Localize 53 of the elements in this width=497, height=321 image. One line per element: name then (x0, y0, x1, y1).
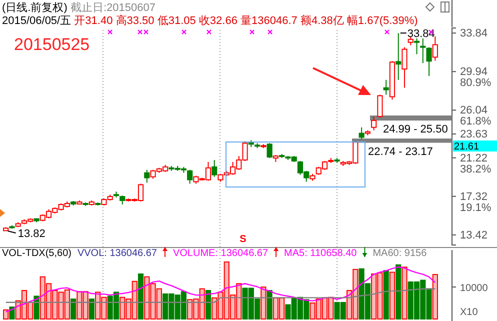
text: 10000 (460, 283, 488, 294)
text: VOLUME: 136046.67 (172, 248, 268, 259)
band-label: 24.99 - 25.50 (383, 124, 448, 136)
annotation: 13.82 (18, 228, 46, 240)
band-label: 22.74 - 23.17 (368, 146, 433, 158)
text: MA60: 9156 (372, 248, 428, 259)
y-tick-label: 26.04 (460, 104, 488, 117)
bar (260, 286, 266, 320)
candlestick (144, 169, 150, 184)
candlestick (187, 169, 193, 184)
candlestick (266, 142, 272, 158)
bar (396, 264, 402, 320)
bar (383, 270, 389, 320)
y2-tick-label: 38.2% (460, 163, 492, 176)
y-tick-label: 17.32 (460, 190, 488, 203)
candlestick (426, 46, 432, 76)
candlestick (383, 79, 389, 96)
y-tick-label: 13.42 (460, 229, 488, 242)
bar (70, 298, 76, 320)
candlestick (432, 36, 438, 62)
chart-title: VOL-TDX(5,60) (2, 248, 72, 259)
bar (389, 272, 396, 320)
annotation: 33.84 (407, 28, 435, 40)
bar (138, 273, 144, 320)
text: X10 (460, 307, 478, 318)
y2-tick-label: 61.8% (460, 116, 492, 128)
candlestick (377, 94, 383, 118)
bar (266, 290, 272, 320)
candlestick (414, 38, 420, 55)
text: 21.61 (454, 142, 480, 152)
candlestick (396, 32, 402, 80)
y-tick-label: 33.84 (460, 28, 488, 40)
bar (88, 298, 94, 320)
y-tick-label: 29.94 (460, 66, 488, 78)
text: MA5: 110658.40 (284, 248, 358, 259)
y2-tick-label: 80.9% (460, 77, 492, 90)
y-tick-label: 23.63 (460, 128, 488, 140)
candlestick (358, 126, 364, 140)
bar (3, 309, 9, 320)
candlestick (420, 38, 426, 64)
bar (432, 274, 438, 320)
annotation: S (240, 234, 247, 245)
y-tick-label: 21.22 (460, 152, 488, 164)
candlestick (212, 159, 218, 178)
bar (205, 290, 212, 320)
text: VVOL: 136046.67 (77, 248, 158, 259)
chart-title: (日线.前复权) 截止日:20150607 (2, 1, 156, 14)
y2-tick-label: 19.1% (460, 202, 492, 214)
chart-subtitle: 2015/06/05/五 开31.40 高33.50 低31.05 收32.66 量136046.7 额4.38亿 幅1.67(5.39%) (2, 14, 418, 27)
annotation: 20150525 (14, 35, 90, 54)
candlestick (371, 116, 377, 131)
candlestick (402, 46, 408, 88)
bar (402, 266, 408, 320)
